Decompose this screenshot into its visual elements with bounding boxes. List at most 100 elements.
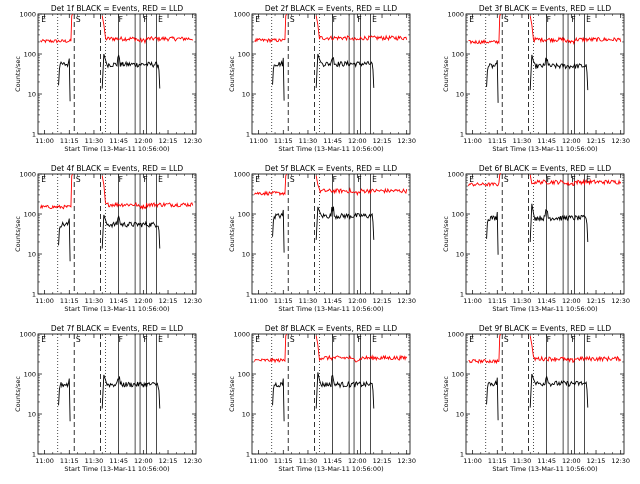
x-tick-label: 11:00 — [35, 457, 54, 465]
events-series-segment — [101, 53, 161, 89]
panel-3: Det 3f BLACK = Events, RED = LLD 1 10 100 10… — [442, 4, 630, 153]
x-tick-label: 11:30 — [85, 457, 104, 465]
x-tick-label: 12:30 — [611, 297, 630, 305]
y-axis-label: Counts/sec — [228, 56, 236, 92]
marker-annotation: F — [357, 175, 361, 184]
y-tick-label: 1000 — [19, 331, 36, 339]
marker-annotation: F — [143, 15, 147, 24]
marker-annotation: F — [571, 335, 575, 344]
y-tick-label: 1 — [246, 451, 250, 459]
marker-annotation: F — [333, 15, 337, 24]
events-series-segment — [529, 54, 589, 91]
marker-annotation: E — [255, 335, 260, 344]
marker-annotation: E — [372, 335, 377, 344]
x-tick-label: 12:00 — [134, 297, 153, 305]
panel-1: Det 1f BLACK = Events, RED = LLD 1 10 100 10… — [14, 4, 202, 153]
y-tick-label: 1 — [460, 131, 464, 139]
x-tick-label: 11:30 — [513, 297, 532, 305]
marker-annotation: E — [586, 15, 591, 24]
y-axis-label: Counts/sec — [228, 216, 236, 252]
plot-frame — [251, 333, 411, 455]
x-tick-label: 11:00 — [249, 457, 268, 465]
marker-annotation: E — [372, 175, 377, 184]
y-axis-label: Counts/sec — [14, 216, 22, 252]
x-axis-label: Start Time (13-Mar-11 10:56:00) — [278, 305, 383, 313]
marker-annotation: S — [76, 15, 81, 24]
y-tick-label: 1 — [246, 131, 250, 139]
marker-annotation: S — [504, 175, 509, 184]
events-series-segment — [315, 53, 375, 88]
x-tick-label: 11:45 — [109, 297, 128, 305]
marker-annotation: S — [504, 335, 509, 344]
y-axis-label: Counts/sec — [14, 56, 22, 92]
marker-annotation: E — [586, 175, 591, 184]
y-tick-label: 10 — [456, 411, 464, 419]
y-tick-label: 1000 — [447, 11, 464, 19]
x-tick-label: 12:15 — [587, 297, 606, 305]
y-axis-label: Counts/sec — [442, 216, 450, 252]
y-tick-label: 1 — [460, 291, 464, 299]
y-tick-label: 100 — [24, 51, 36, 59]
panel-2: Det 2f BLACK = Events, RED = LLD 1 10 100 10… — [228, 4, 416, 153]
x-tick-label: 11:00 — [463, 297, 482, 305]
y-tick-label: 1000 — [233, 11, 250, 19]
events-series-segment — [529, 373, 589, 408]
marker-annotation: S — [290, 175, 295, 184]
y-tick-label: 1 — [32, 451, 36, 459]
y-tick-label: 100 — [452, 51, 464, 59]
x-tick-label: 12:00 — [348, 137, 367, 145]
events-series-segment — [58, 378, 71, 422]
x-tick-label: 12:15 — [159, 297, 178, 305]
panel-8: Det 8f BLACK = Events, RED = LLD 1 10 100 10… — [228, 324, 416, 473]
y-axis-label: Counts/sec — [442, 376, 450, 412]
x-tick-label: 11:00 — [463, 137, 482, 145]
y-tick-label: 1000 — [447, 331, 464, 339]
marker-annotation: F — [143, 175, 147, 184]
x-tick-label: 12:15 — [373, 297, 392, 305]
y-tick-label: 10 — [456, 91, 464, 99]
x-axis-label: Start Time (13-Mar-11 10:56:00) — [492, 465, 597, 473]
x-tick-label: 11:30 — [299, 457, 318, 465]
panel-title: Det 7f BLACK = Events, RED = LLD — [51, 324, 184, 333]
y-tick-label: 1000 — [233, 171, 250, 179]
marker-annotation: E — [469, 175, 474, 184]
x-axis-label: Start Time (13-Mar-11 10:56:00) — [64, 465, 169, 473]
marker-annotation: E — [158, 15, 163, 24]
lld-series-segment — [40, 13, 73, 44]
panel-title: Det 4f BLACK = Events, RED = LLD — [51, 164, 184, 173]
panel-7: Det 7f BLACK = Events, RED = LLD 1 10 100 10… — [14, 324, 202, 473]
marker-annotation: F — [571, 15, 575, 24]
y-axis-label: Counts/sec — [442, 56, 450, 92]
x-axis-label: Start Time (13-Mar-11 10:56:00) — [278, 145, 383, 153]
y-tick-label: 100 — [238, 211, 250, 219]
x-tick-label: 11:15 — [488, 297, 507, 305]
x-tick-label: 12:30 — [397, 297, 416, 305]
y-tick-label: 1 — [460, 451, 464, 459]
marker-annotation: F — [143, 335, 147, 344]
y-tick-label: 10 — [456, 251, 464, 259]
x-tick-label: 11:45 — [109, 457, 128, 465]
y-tick-label: 1000 — [19, 11, 36, 19]
y-axis-label: Counts/sec — [228, 376, 236, 412]
x-tick-label: 12:30 — [183, 457, 202, 465]
x-tick-label: 11:00 — [249, 297, 268, 305]
x-tick-label: 12:30 — [397, 137, 416, 145]
lld-series-segment — [529, 335, 622, 364]
y-tick-label: 100 — [238, 371, 250, 379]
marker-annotation: E — [158, 335, 163, 344]
events-series-segment — [486, 60, 499, 103]
y-tick-label: 1 — [246, 291, 250, 299]
marker-annotation: F — [119, 175, 123, 184]
x-tick-label: 12:30 — [611, 137, 630, 145]
y-tick-label: 10 — [242, 411, 250, 419]
marker-annotation: E — [255, 175, 260, 184]
x-tick-label: 11:15 — [488, 137, 507, 145]
lld-series-segment — [254, 173, 287, 197]
x-tick-label: 11:30 — [299, 137, 318, 145]
plot-frame — [37, 173, 197, 295]
x-axis-label: Start Time (13-Mar-11 10:56:00) — [492, 305, 597, 313]
x-tick-label: 12:15 — [587, 137, 606, 145]
lld-series-segment — [101, 175, 194, 210]
